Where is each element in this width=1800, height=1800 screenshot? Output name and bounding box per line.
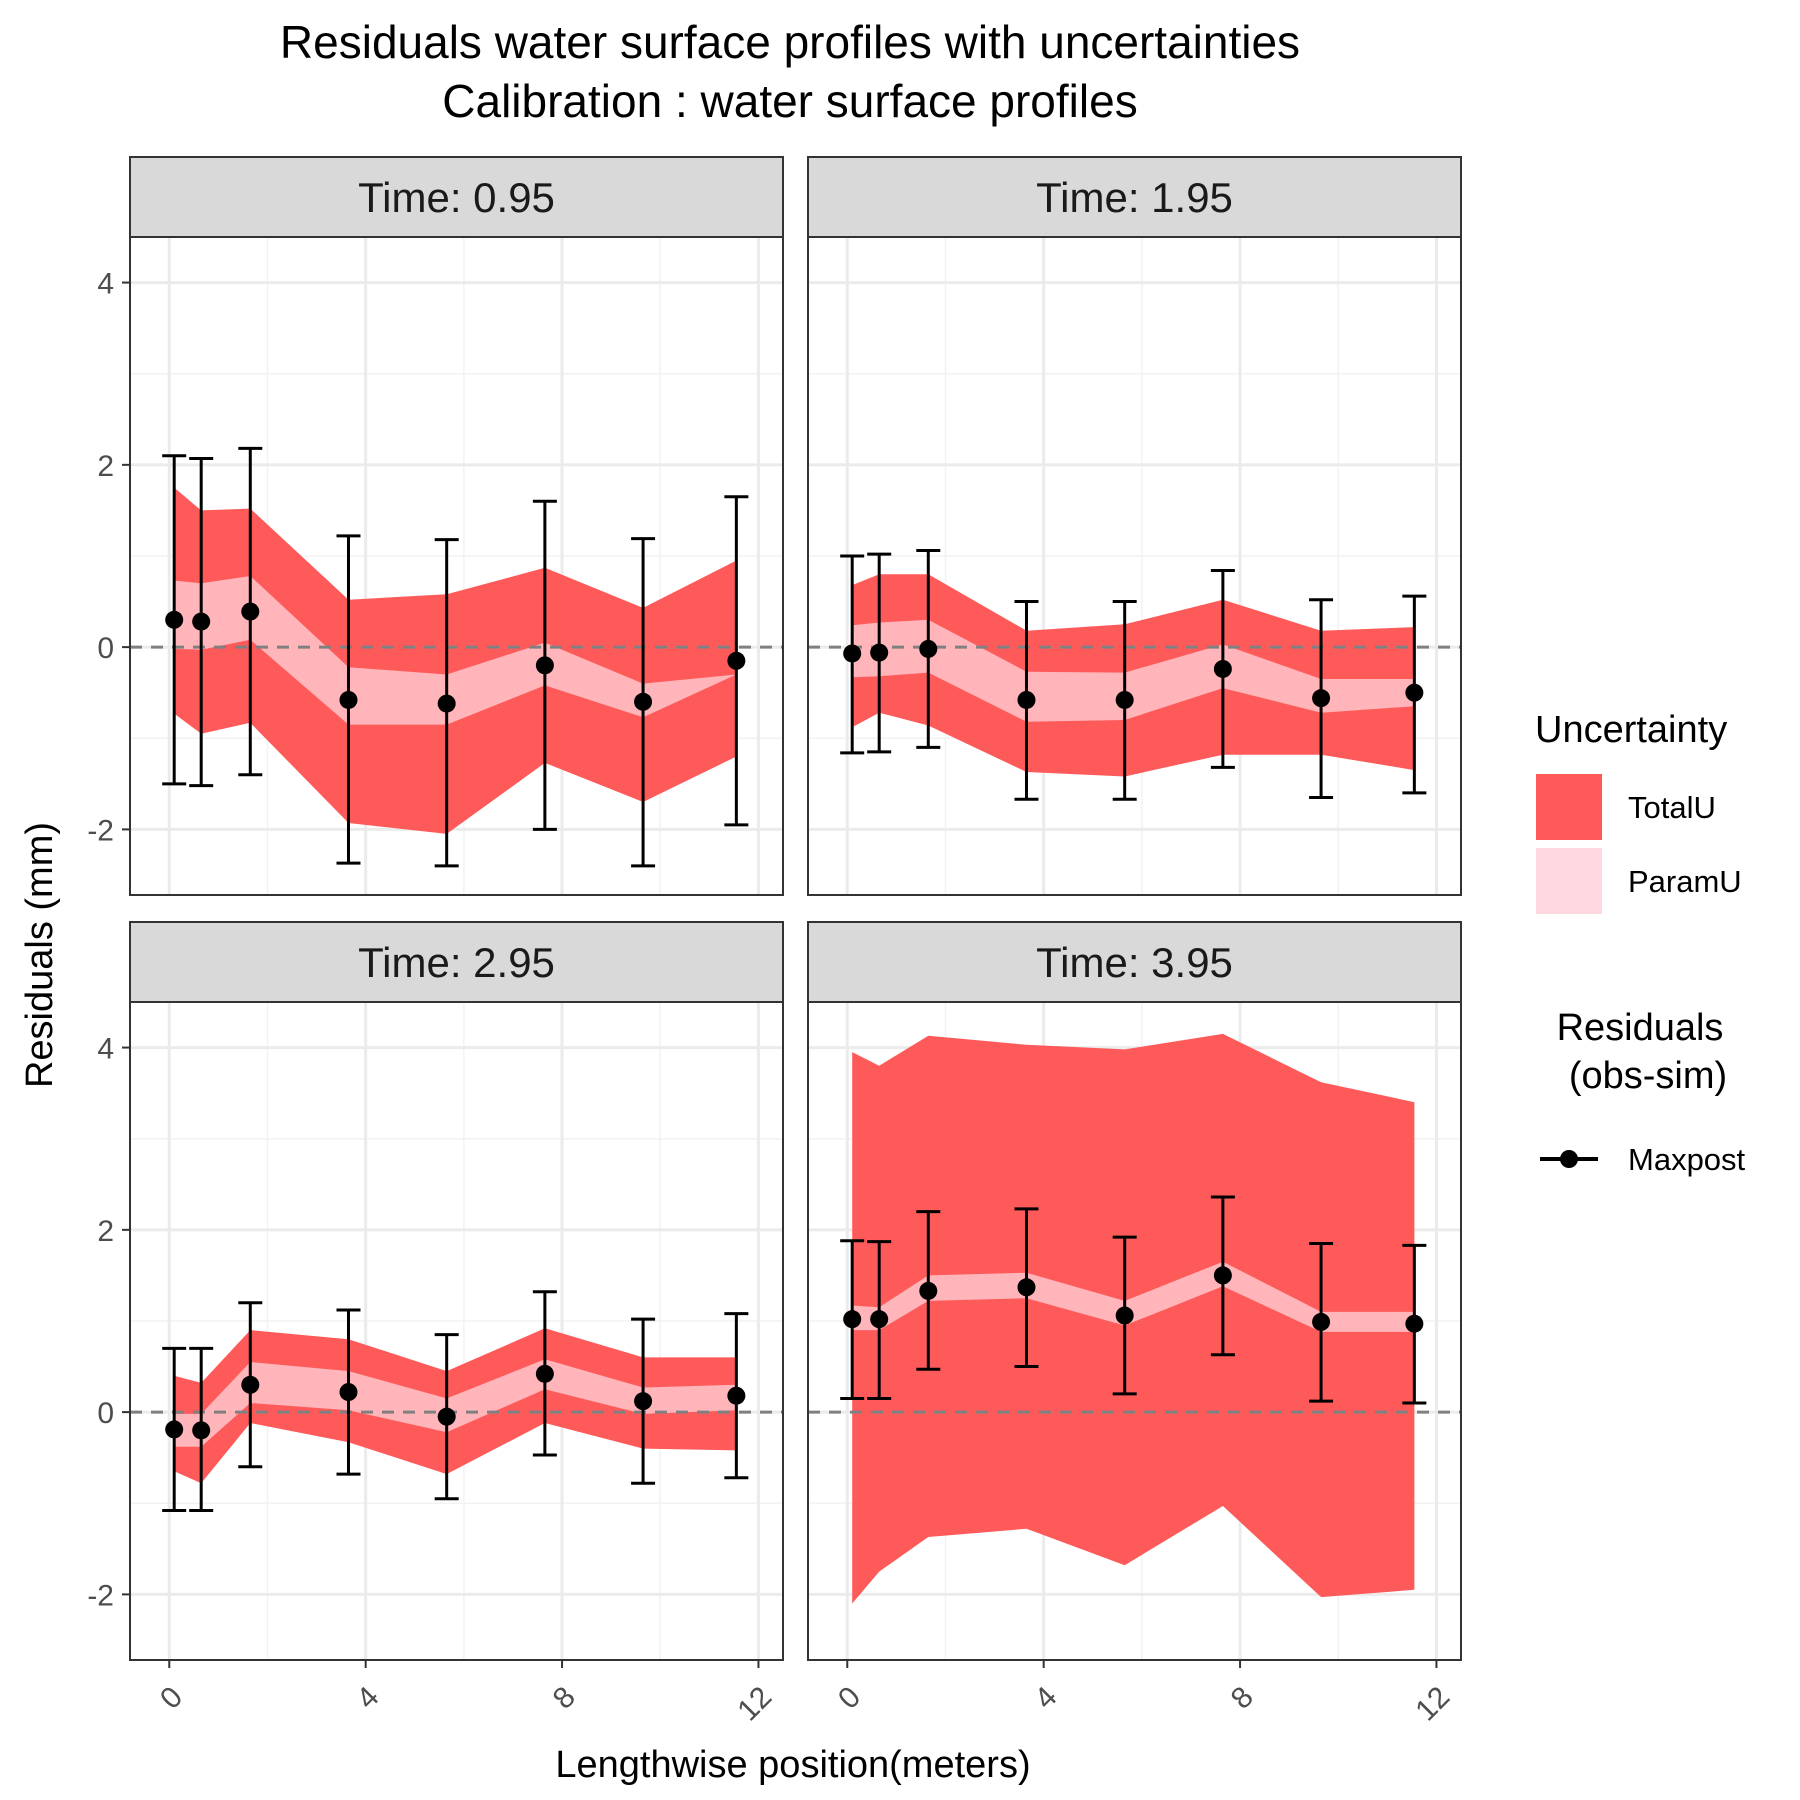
chart-title-line1: Residuals water surface profiles with un… [280,16,1300,68]
legend-paramu-label: ParamU [1628,864,1742,899]
panel-border [129,1001,784,1661]
paramu-ribbon [852,1261,1415,1332]
y-tick-label: 2 [97,450,114,483]
maxpost-point [165,1420,184,1439]
maxpost-point [1017,690,1036,709]
facet-strip [807,921,1462,1003]
maxpost-point [1405,683,1424,702]
paramu-ribbon [852,619,1415,722]
x-tick-label: 12 [1409,1680,1456,1727]
maxpost-point [843,644,862,663]
x-tick-label: 4 [1028,1680,1063,1715]
legend-residuals-title-line1: Residuals [1557,1007,1724,1049]
y-tick-label: 0 [97,632,114,665]
facet-panel-4: Time: 3.95 0 4 8 12 [807,921,1462,1727]
y-tick-label: -2 [87,1579,114,1612]
y-tick-label: 0 [97,1397,114,1430]
maxpost-point [241,1375,260,1394]
legend-totalu-swatch [1536,774,1602,840]
x-tick-label: 4 [350,1680,385,1715]
y-tick-label: 4 [97,268,114,301]
facet-strip-label: Time: 2.95 [358,939,555,986]
panel-border [129,236,784,896]
paramu-ribbon [174,1359,737,1447]
maxpost-point [919,1281,938,1300]
legend-maxpost-point [1560,1150,1578,1168]
paramu-ribbon [174,576,737,725]
maxpost-point [1017,1278,1036,1297]
maxpost-point [1312,1312,1331,1331]
facet-strip-label: Time: 3.95 [1036,939,1233,986]
x-tick-label: 8 [547,1680,582,1715]
maxpost-point [165,610,184,629]
legend-paramu-swatch [1536,848,1602,914]
x-tick-label: 0 [154,1680,189,1715]
maxpost-point [1312,689,1331,708]
y-tick-label: 4 [97,1033,114,1066]
maxpost-point [1213,1266,1232,1285]
x-tick-label: 12 [731,1680,778,1727]
legend-maxpost-label: Maxpost [1628,1142,1746,1177]
totalu-ribbon [174,487,737,834]
maxpost-point [727,1386,746,1405]
x-tick-label: 0 [832,1680,867,1715]
maxpost-point [870,643,889,662]
maxpost-point [1405,1314,1424,1333]
facet-strip [807,156,1462,238]
facet-panel-1: Time: 0.95 -2 0 2 4 [87,156,784,896]
maxpost-point [241,602,260,621]
facet-strip [129,156,784,238]
y-axis-label: Residuals (mm) [19,822,61,1088]
legend-totalu-label: TotalU [1628,790,1716,825]
maxpost-point [437,694,456,713]
maxpost-point [339,690,358,709]
maxpost-point [192,612,211,631]
maxpost-point [634,692,653,711]
facet-strip-label: Time: 0.95 [358,174,555,221]
plot-background [130,1002,783,1660]
x-axis-label: Lengthwise position(meters) [555,1744,1030,1786]
maxpost-point [339,1383,358,1402]
y-tick-label: 2 [97,1215,114,1248]
plot-background [808,237,1461,895]
legend-residuals: Residuals (obs-sim) Maxpost [1540,1007,1746,1177]
maxpost-point [870,1310,889,1329]
maxpost-point [437,1407,456,1426]
panel-border [807,1001,1462,1661]
maxpost-point [1213,659,1232,678]
facet-panel-2: Time: 1.95 [807,156,1462,896]
legend-uncertainty-title: Uncertainty [1535,709,1727,751]
maxpost-point [535,1364,554,1383]
maxpost-point [919,639,938,658]
chart-title-line2: Calibration : water surface profiles [442,75,1137,127]
maxpost-point [843,1310,862,1329]
maxpost-point [727,651,746,670]
facet-panels: Time: 0.95 -2 0 2 4 Time: 1.95 Time: 2.95 -2 0 2 4… [87,156,1462,1727]
legend-residuals-title-line2: (obs-sim) [1569,1055,1727,1097]
maxpost-point [1115,1306,1134,1325]
facet-strip-label: Time: 1.95 [1036,174,1233,221]
maxpost-point [192,1421,211,1440]
facet-panel-3: Time: 2.95 -2 0 2 4 0 4 8 12 [87,921,784,1727]
y-tick-label: -2 [87,814,114,847]
maxpost-point [1115,690,1134,709]
maxpost-point [634,1392,653,1411]
panel-border [807,236,1462,896]
x-tick-label: 8 [1225,1680,1260,1715]
legend-uncertainty: Uncertainty TotalU ParamU [1535,709,1742,914]
maxpost-point [535,656,554,675]
